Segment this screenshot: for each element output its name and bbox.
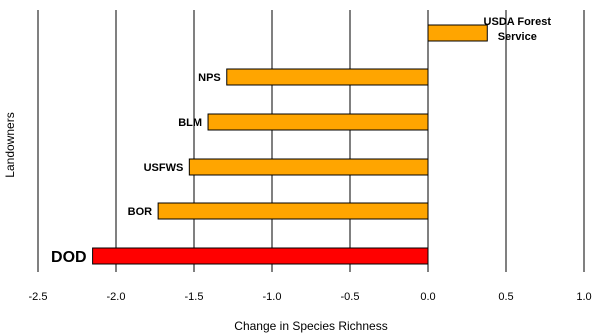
x-axis-title: Change in Species Richness [234, 319, 387, 333]
x-tick-label: 0.5 [498, 291, 513, 303]
bar-label: NPS [198, 72, 221, 84]
bar [157, 202, 429, 220]
bar [226, 68, 429, 86]
bar [427, 24, 488, 42]
bar-label: Service [498, 31, 537, 43]
bar [207, 113, 429, 131]
grid-lines [37, 10, 585, 272]
bar [188, 158, 429, 176]
bar-label: USDA Forest [484, 16, 552, 28]
bar-label: BOR [128, 206, 153, 218]
x-tick-label: -0.5 [341, 291, 360, 303]
x-tick-label: -2.5 [29, 291, 48, 303]
bar-labels: USDA Forest Service NPS BLM USFWS BOR DOD [51, 16, 551, 266]
x-tick-label: -1.0 [263, 291, 282, 303]
bar [92, 247, 429, 265]
x-tick-label: -2.0 [107, 291, 126, 303]
bars [92, 24, 488, 265]
x-tick-labels: -2.5 -2.0 -1.5 -1.0 -0.5 0.0 0.5 1.0 [29, 291, 592, 303]
x-tick-label: 1.0 [576, 291, 591, 303]
x-tick-label: -1.5 [185, 291, 204, 303]
bar-label: USFWS [144, 162, 184, 174]
bar-label: DOD [51, 249, 87, 266]
x-tick-label: 0.0 [420, 291, 435, 303]
bar-label: BLM [178, 117, 202, 129]
y-axis-title: Landowners [3, 112, 17, 177]
